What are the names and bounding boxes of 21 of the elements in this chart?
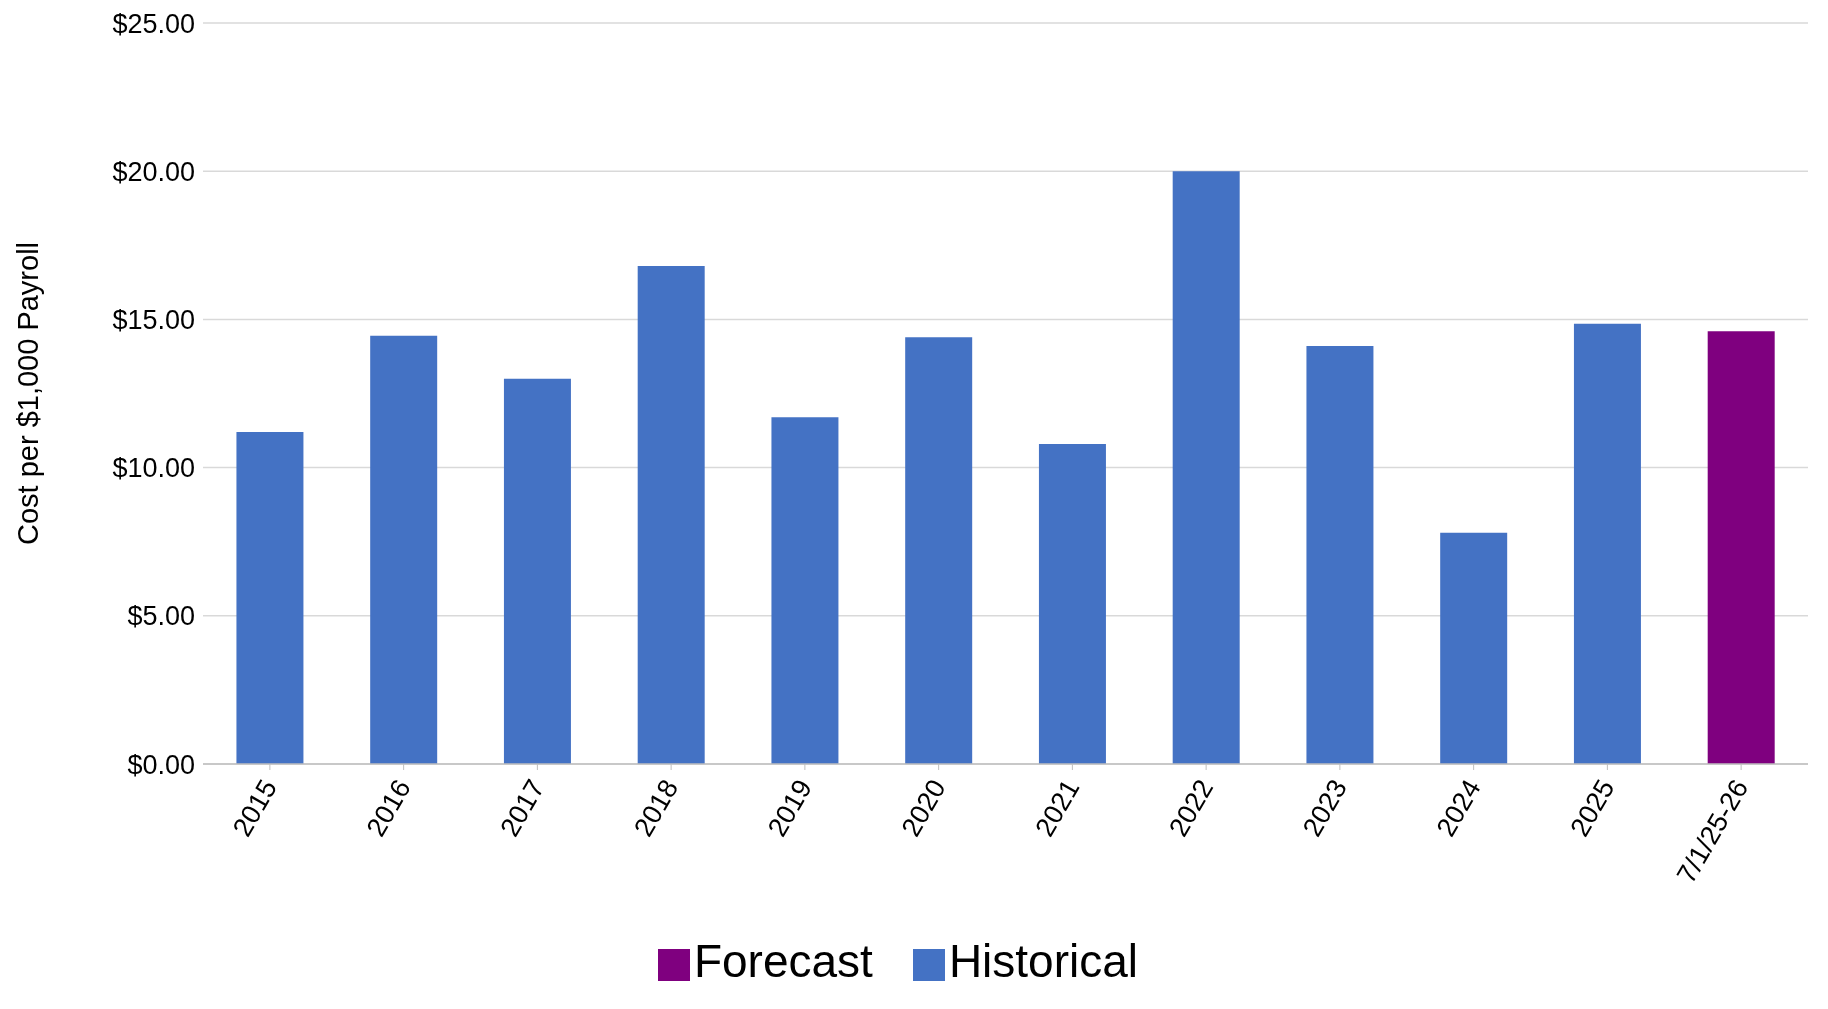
bar [905,337,973,764]
bar [637,266,705,764]
legend-label: Forecast [693,935,873,987]
bar [1038,443,1106,764]
bar [236,432,304,764]
bar [370,335,438,764]
y-tick-label: $25.00 [112,8,195,39]
bar [1172,171,1240,764]
y-tick-label: $20.00 [112,156,195,187]
y-tick-label: $10.00 [112,453,195,484]
y-tick-label: $5.00 [127,601,195,632]
y-tick-label: $15.00 [112,304,195,335]
y-tick-label: $0.00 [127,749,195,780]
bar [1440,532,1508,764]
bar [1306,346,1374,764]
bar [503,378,571,764]
bar [1573,323,1641,764]
bar [1707,331,1775,764]
bar [771,417,839,764]
legend-label: Historical [948,935,1139,987]
y-axis-title: Cost per $1,000 Payroll [12,241,45,546]
